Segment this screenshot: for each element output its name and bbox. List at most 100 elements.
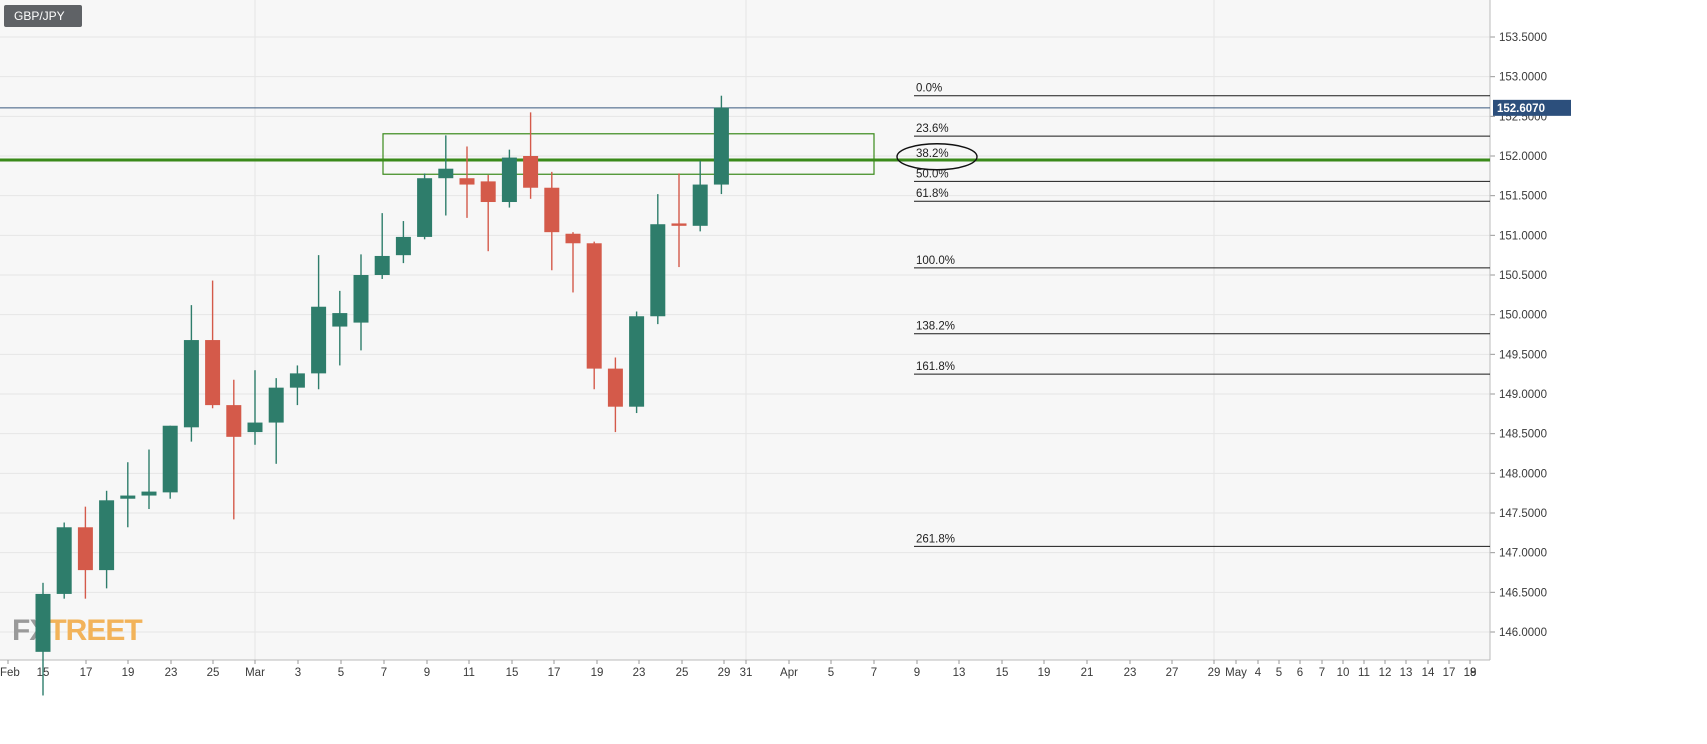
candle-body xyxy=(311,306,327,374)
candle-body xyxy=(438,168,454,179)
candle-body xyxy=(205,340,221,406)
time-tick-label: 6 xyxy=(1297,667,1303,679)
fib-level-label: 50.0% xyxy=(916,168,949,180)
time-tick-label: 13 xyxy=(1400,667,1413,679)
candle-body xyxy=(395,236,411,256)
candle-body xyxy=(713,107,729,185)
price-tick-label: 153.0000 xyxy=(1499,72,1547,84)
candle-body xyxy=(480,181,496,203)
time-tick-label: 11 xyxy=(1358,667,1370,679)
candle-body xyxy=(692,184,708,226)
candle-body xyxy=(332,313,348,327)
fib-level-label: 38.2% xyxy=(916,148,949,160)
time-tick-label: 23 xyxy=(633,667,646,679)
time-tick-label: 19 xyxy=(1038,667,1051,679)
candle-body xyxy=(77,527,93,571)
last-price-badge xyxy=(1493,99,1571,116)
candle-body xyxy=(523,156,539,188)
candle-body xyxy=(459,178,475,185)
time-tick-label: 25 xyxy=(207,667,220,679)
price-tick-label: 146.5000 xyxy=(1499,587,1547,599)
price-tick-label: 152.0000 xyxy=(1499,151,1547,163)
candle-body xyxy=(353,275,369,323)
price-tick-label: 150.0000 xyxy=(1499,310,1547,322)
price-tick-label: 151.5000 xyxy=(1499,191,1547,203)
time-tick-label: 12 xyxy=(1379,667,1392,679)
candle-body xyxy=(35,593,51,652)
time-tick-label: 14 xyxy=(1422,667,1435,679)
price-tick-label: 148.0000 xyxy=(1499,468,1547,480)
fib-level-label: 61.8% xyxy=(916,188,949,200)
time-tick-label: 9 xyxy=(914,667,920,679)
time-tick-label: 31 xyxy=(740,667,753,679)
fxstreet-logo: FXTREET xyxy=(12,614,142,647)
fib-level-label: 138.2% xyxy=(916,321,955,333)
candle-body xyxy=(544,187,560,233)
fib-level-label: 261.8% xyxy=(916,533,955,545)
candle-body xyxy=(650,224,666,317)
plot-background xyxy=(0,0,1490,660)
time-tick-label: 23 xyxy=(1124,667,1137,679)
candle-body xyxy=(629,316,645,407)
price-tick-label: 148.5000 xyxy=(1499,429,1547,441)
time-tick-label: Apr xyxy=(780,667,798,679)
price-tick-label: 146.0000 xyxy=(1499,627,1547,639)
candle-body xyxy=(417,178,433,237)
fib-level-label: 0.0% xyxy=(916,83,942,95)
candle-body xyxy=(56,527,72,594)
price-tick-label: 150.5000 xyxy=(1499,270,1547,282)
last-price-label: 152.6070 xyxy=(1497,103,1545,115)
candle-body xyxy=(671,223,687,226)
candle-body xyxy=(374,255,390,275)
candle-body xyxy=(586,243,602,369)
candle-body xyxy=(268,387,284,423)
time-tick-label: 19 xyxy=(1464,667,1477,679)
time-tick-label: Feb xyxy=(0,667,20,679)
time-tick-label: 23 xyxy=(165,667,178,679)
time-tick-label: 21 xyxy=(1081,667,1094,679)
time-tick-label: 11 xyxy=(463,667,475,679)
time-tick-label: 4 xyxy=(1255,667,1262,679)
symbol-badge: GBP/JPY xyxy=(4,5,82,27)
candle-body xyxy=(501,157,517,203)
candle-body xyxy=(226,405,242,437)
candle-body xyxy=(99,500,115,571)
candle-body xyxy=(289,373,305,388)
time-tick-label: 15 xyxy=(996,667,1009,679)
fib-level-label: 23.6% xyxy=(916,123,949,135)
time-tick-label: 17 xyxy=(548,667,561,679)
time-axis-background xyxy=(0,660,1707,744)
time-tick-label: Mar xyxy=(245,667,265,679)
time-tick-label: 5 xyxy=(828,667,834,679)
time-tick-label: May xyxy=(1225,667,1247,679)
time-tick-label: 7 xyxy=(381,667,387,679)
price-axis-background xyxy=(1490,0,1707,744)
price-tick-label: 151.0000 xyxy=(1499,230,1547,242)
price-tick-label: 149.0000 xyxy=(1499,389,1547,401)
time-tick-label: 7 xyxy=(1319,667,1325,679)
candle-body xyxy=(607,368,623,407)
time-tick-label: 10 xyxy=(1337,667,1350,679)
candle-body xyxy=(183,340,199,428)
candle-body xyxy=(565,233,581,244)
candle-body xyxy=(162,425,178,493)
price-tick-label: 147.0000 xyxy=(1499,548,1547,560)
time-tick-label: 27 xyxy=(1166,667,1179,679)
resistance-zone-box xyxy=(382,133,875,175)
candle-body xyxy=(120,495,136,499)
highlight-ellipse xyxy=(896,143,978,171)
time-tick-label: 13 xyxy=(953,667,966,679)
price-tick-label: 153.5000 xyxy=(1499,32,1547,44)
time-tick-label: 15 xyxy=(506,667,519,679)
fib-level-label: 100.0% xyxy=(916,255,955,267)
time-tick-label: 9 xyxy=(424,667,430,679)
time-tick-label: 5 xyxy=(1276,667,1282,679)
time-tick-label: 25 xyxy=(676,667,689,679)
time-tick-label: 29 xyxy=(718,667,731,679)
price-tick-label: 149.5000 xyxy=(1499,349,1547,361)
time-tick-label: 19 xyxy=(122,667,135,679)
time-tick-label: 29 xyxy=(1208,667,1221,679)
fib-level-label: 161.8% xyxy=(916,361,955,373)
